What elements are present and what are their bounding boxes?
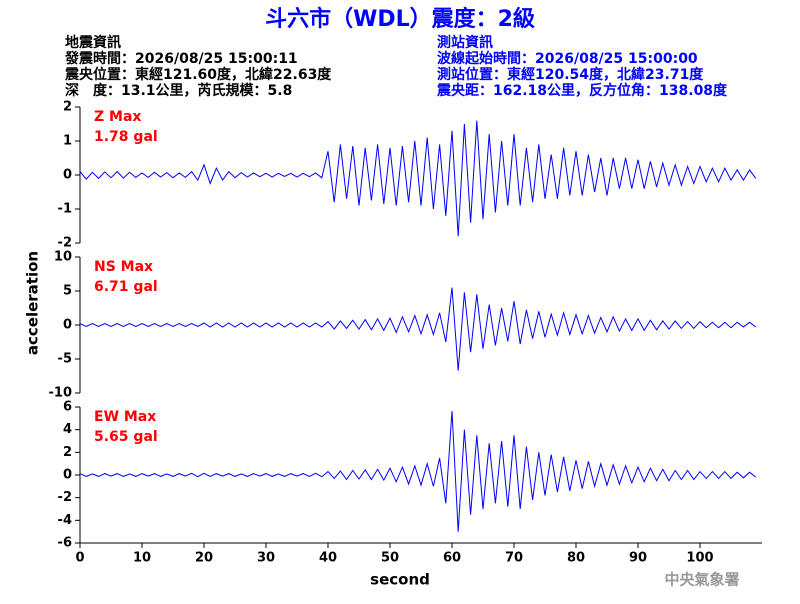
y-tick-label: 6 <box>63 400 72 415</box>
x-tick-label: 10 <box>133 551 151 566</box>
info-left: 地震資訊 發震時間：2026/08/25 15:00:11 震央位置：東經121… <box>64 34 332 99</box>
y-tick-label: 0 <box>63 318 72 333</box>
y-tick-label: 10 <box>54 250 72 265</box>
annotation: Z Max <box>94 109 141 125</box>
annotation: 5.65 gal <box>94 429 158 445</box>
x-tick-label: 100 <box>686 551 713 566</box>
info-line: 震央距：162.18公里，反方位角：138.08度 <box>436 82 728 99</box>
x-tick-label: 60 <box>443 551 461 566</box>
y-tick-label: 0 <box>63 168 72 183</box>
x-axis-label: second <box>370 571 430 589</box>
info-line: 地震資訊 <box>65 34 121 51</box>
y-tick-label: 5 <box>63 284 72 299</box>
annotation: EW Max <box>94 409 156 425</box>
x-tick-label: 70 <box>505 551 523 566</box>
annotation: 1.78 gal <box>94 129 158 145</box>
annotation: 6.71 gal <box>94 279 158 295</box>
waveform <box>79 410 757 532</box>
y-tick-label: 0 <box>63 468 72 483</box>
y-tick-label: -4 <box>58 513 72 528</box>
title: 斗六市（WDL）震度：2級 <box>265 6 535 32</box>
y-tick-label: -2 <box>58 490 72 505</box>
y-axis-label: acceleration <box>24 251 42 355</box>
info-line: 震央位置：東經121.60度，北緯22.63度 <box>64 66 332 83</box>
waveform <box>79 287 757 371</box>
watermark: 中央氣象署 <box>664 571 739 589</box>
x-tick-label: 20 <box>195 551 213 566</box>
x-tick-label: 0 <box>75 551 84 566</box>
y-tick-label: -1 <box>58 202 72 217</box>
annotation: NS Max <box>94 259 153 275</box>
info-line: 測站位置：東經120.54度，北緯23.71度 <box>437 66 704 83</box>
info-line: 測站資訊 <box>437 34 493 51</box>
y-tick-label: -6 <box>58 536 72 551</box>
x-tick-label: 80 <box>567 551 585 566</box>
y-tick-label: 2 <box>63 445 72 460</box>
y-tick-label: -10 <box>49 386 73 401</box>
y-tick-label: -2 <box>58 236 72 251</box>
info-line: 波線起始時間：2026/08/25 15:00:00 <box>437 50 698 67</box>
x-tick-label: 50 <box>381 551 399 566</box>
y-tick-label: 4 <box>63 422 72 437</box>
info-right: 測站資訊 波線起始時間：2026/08/25 15:00:00 測站位置：東經1… <box>436 34 728 99</box>
info-line: 深 度：13.1公里，芮氏規模：5.8 <box>65 82 292 99</box>
y-tick-label: 1 <box>63 134 72 149</box>
x-tick-label: 90 <box>629 551 647 566</box>
waveform <box>79 120 757 237</box>
y-tick-label: 2 <box>63 100 72 115</box>
info-line: 發震時間：2026/08/25 15:00:11 <box>64 50 298 67</box>
x-tick-label: 40 <box>319 551 337 566</box>
y-tick-label: -5 <box>58 352 72 367</box>
x-tick-label: 30 <box>257 551 275 566</box>
